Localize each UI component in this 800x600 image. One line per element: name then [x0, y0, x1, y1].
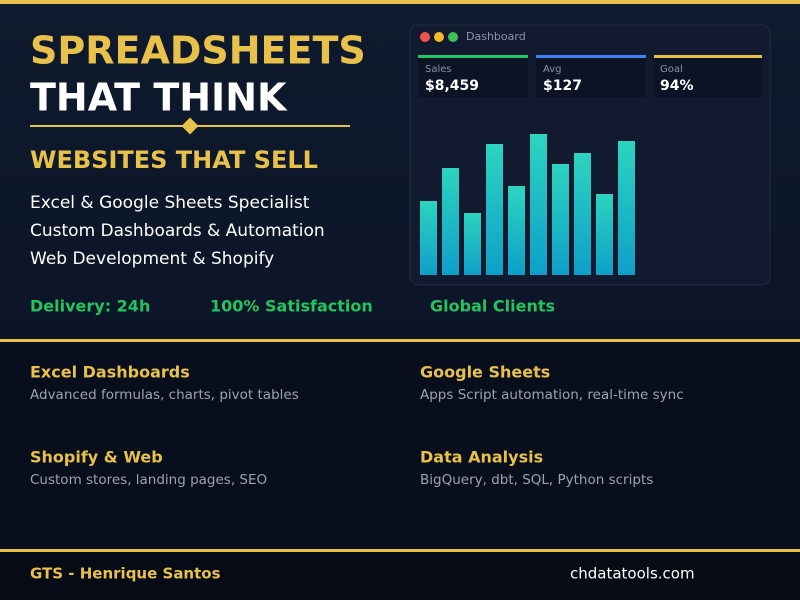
bar [486, 144, 503, 275]
feature-title: Google Sheets [420, 363, 550, 382]
features-bg [0, 340, 800, 550]
card-label: Avg [543, 64, 562, 75]
bar [464, 213, 481, 275]
card-value: $8,459 [425, 78, 479, 94]
feature-title: Excel Dashboards [30, 363, 190, 382]
service: Custom Dashboards & Automation [30, 221, 325, 241]
bar [530, 134, 547, 275]
divider [0, 549, 800, 552]
title: SPREADSHEETS [30, 29, 366, 73]
card-value: 94% [660, 78, 694, 94]
subtitle: WEBSITES THAT SELL [30, 146, 318, 174]
feature-description: Advanced formulas, charts, pivot tables [30, 387, 299, 403]
divider [0, 339, 800, 342]
card-label: Sales [425, 64, 452, 75]
feature-description: BigQuery, dbt, SQL, Python scripts [420, 472, 653, 488]
bar [508, 186, 525, 275]
card [536, 55, 646, 97]
dashboard-title: Dashboard [466, 30, 526, 43]
card-label: Goal [660, 64, 683, 75]
service: Excel & Google Sheets Specialist [30, 193, 310, 213]
card-accent [418, 55, 528, 58]
service: Web Development & Shopify [30, 249, 274, 269]
card [418, 55, 528, 97]
card [654, 55, 762, 97]
window-dot [420, 32, 430, 42]
footer-website: chdatatools.com [570, 565, 695, 583]
bar [420, 201, 437, 275]
top-stripe [0, 0, 800, 4]
card-value: $127 [543, 78, 582, 94]
bar [596, 194, 613, 275]
bar [442, 168, 459, 275]
title: THAT THINK [30, 76, 288, 120]
feature-description: Apps Script automation, real-time sync [420, 387, 684, 403]
bar [618, 141, 635, 275]
footer-brand: GTS - Henrique Santos [30, 565, 221, 583]
footer-bg [0, 550, 800, 600]
window-dot [448, 32, 458, 42]
card-accent [654, 55, 762, 58]
card-accent [536, 55, 646, 58]
diamond [181, 117, 199, 135]
window-dot [434, 32, 444, 42]
highlight: Global Clients [430, 297, 555, 316]
feature-title: Data Analysis [420, 448, 543, 467]
bar [552, 164, 569, 275]
feature-description: Custom stores, landing pages, SEO [30, 472, 267, 488]
bar [574, 153, 591, 275]
highlight: 100% Satisfaction [210, 297, 373, 316]
highlight: Delivery: 24h [30, 297, 150, 316]
feature-title: Shopify & Web [30, 448, 163, 467]
